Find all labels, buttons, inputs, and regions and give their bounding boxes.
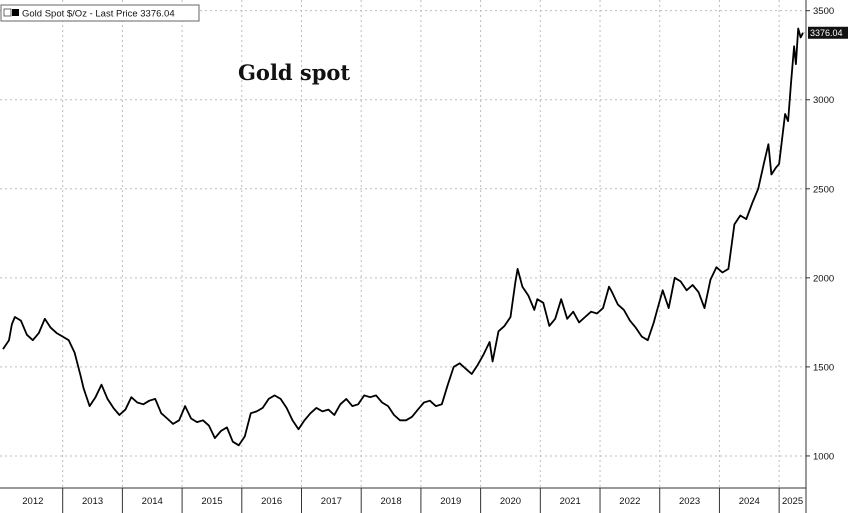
x-tick-label: 2022 [619,496,640,507]
x-tick-label: 2023 [679,496,700,507]
legend-box [0,4,200,22]
y-tick-label: 1000 [813,451,834,462]
legend-label: Gold Spot $/Oz - Last Price 3376.04 [22,9,175,20]
x-tick-label: 2017 [321,496,342,507]
y-tick-label: 3500 [813,6,834,17]
y-tick-label: 2000 [813,273,834,284]
y-tick-label: 1500 [813,362,834,373]
series-layer [2,27,806,447]
x-tick-label: 2019 [440,496,461,507]
x-tick-label: 2020 [500,496,521,507]
grid-lines [0,0,806,488]
chart-title: Gold spot [238,60,350,85]
labels: 1000 1500 2000 2500 3000 3500 2012 2013 2014 2015… [0,4,848,507]
y-tick-label: 2500 [813,184,834,195]
x-tick-label: 2012 [22,496,43,507]
x-tick-label: 2018 [380,496,401,507]
last-price-label: 3376.04 [810,28,843,38]
y-tick-label: 3000 [813,95,834,106]
legend-marker-outline [3,8,12,17]
x-tick-label: 2024 [739,496,760,507]
x-tick-label: 2015 [201,496,222,507]
legend-swatch [12,9,19,16]
x-tick-label: 2021 [560,496,581,507]
x-tick-label: 2013 [82,496,103,507]
x-tick-label: 2014 [142,496,163,507]
gold-spot-series-line [2,27,804,447]
x-tick-label: 2016 [261,496,282,507]
axes [0,0,810,513]
x-tick-label: 2025 [782,496,803,507]
last-price-badge [808,26,848,39]
